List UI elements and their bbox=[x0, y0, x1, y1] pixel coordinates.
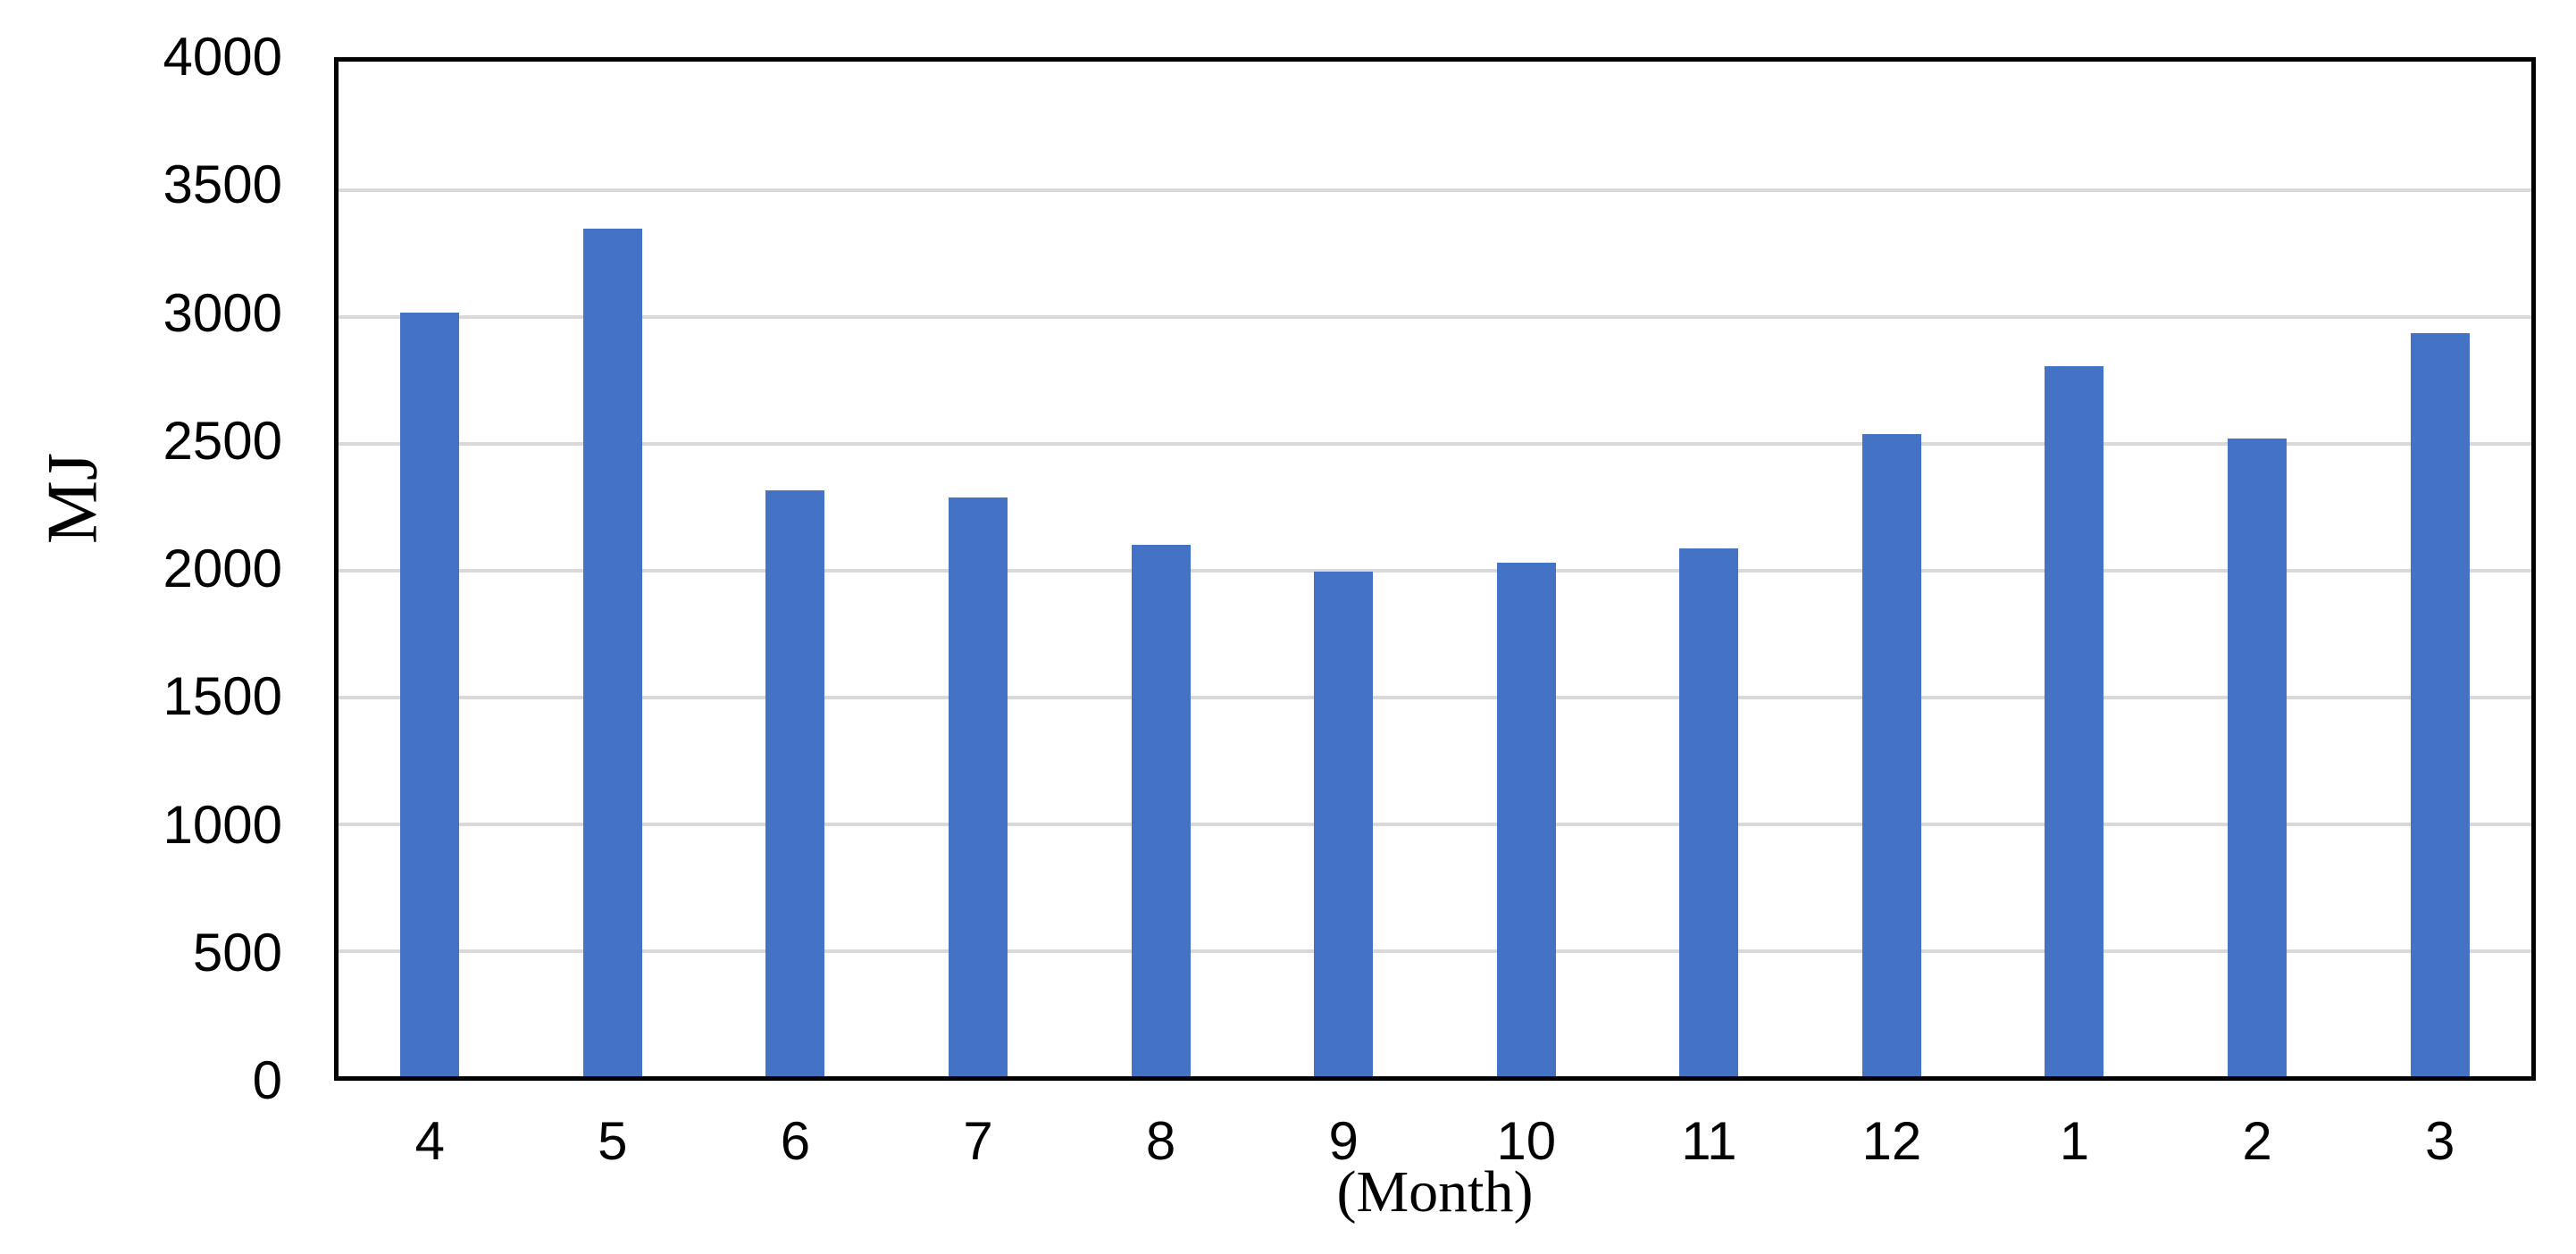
x-tick-label-8: 8 bbox=[1145, 1111, 1176, 1171]
bar-month-8 bbox=[1131, 545, 1191, 1076]
bar-slot-month-9 bbox=[1252, 62, 1435, 1076]
x-tick-label-11: 11 bbox=[1681, 1111, 1737, 1171]
y-tick-label-1000: 1000 bbox=[163, 794, 282, 855]
gridline-1000 bbox=[339, 823, 2531, 826]
bar-month-1 bbox=[2045, 365, 2104, 1076]
y-tick-label-4000: 4000 bbox=[163, 27, 282, 87]
bar-month-11 bbox=[1679, 548, 1739, 1076]
gridline-3000 bbox=[339, 315, 2531, 319]
bar-month-10 bbox=[1496, 562, 1556, 1076]
gridline-500 bbox=[339, 949, 2531, 953]
bar-slot-month-7 bbox=[887, 62, 1070, 1076]
bars-row bbox=[339, 62, 2531, 1076]
gridline-2000 bbox=[339, 569, 2531, 573]
x-tick-label-4: 4 bbox=[414, 1111, 445, 1171]
x-tick-label-5: 5 bbox=[598, 1111, 628, 1171]
y-tick-label-500: 500 bbox=[192, 922, 282, 982]
bar-slot-month-6 bbox=[704, 62, 887, 1076]
bar-month-9 bbox=[1314, 571, 1374, 1076]
bar-slot-month-1 bbox=[1983, 62, 2166, 1076]
bar-month-2 bbox=[2228, 438, 2287, 1076]
x-tick-label-1: 1 bbox=[2059, 1111, 2090, 1171]
bar-slot-month-12 bbox=[1801, 62, 1984, 1076]
y-tick-label-3500: 3500 bbox=[163, 155, 282, 215]
bar-slot-month-10 bbox=[1434, 62, 1618, 1076]
y-tick-label-3000: 3000 bbox=[163, 282, 282, 343]
x-tick-label-6: 6 bbox=[780, 1111, 811, 1171]
bar-slot-month-3 bbox=[2348, 62, 2531, 1076]
x-tick-label-2: 2 bbox=[2242, 1111, 2272, 1171]
bar-slot-month-5 bbox=[522, 62, 705, 1076]
bar-month-4 bbox=[400, 313, 460, 1076]
y-tick-label-2500: 2500 bbox=[163, 410, 282, 471]
bar-slot-month-8 bbox=[1069, 62, 1252, 1076]
y-tick-label-0: 0 bbox=[252, 1050, 282, 1110]
y-tick-label-2000: 2000 bbox=[163, 539, 282, 598]
gridline-2500 bbox=[339, 442, 2531, 446]
plot-area bbox=[334, 57, 2536, 1081]
x-tick-label-12: 12 bbox=[1861, 1111, 1922, 1171]
y-tick-label-1500: 1500 bbox=[163, 666, 282, 727]
bar-month-3 bbox=[2410, 332, 2470, 1076]
x-axis-title: (Month) bbox=[1336, 1159, 1534, 1225]
bar-month-7 bbox=[949, 497, 1008, 1076]
bar-slot-month-4 bbox=[339, 62, 522, 1076]
x-tick-label-9: 9 bbox=[1328, 1111, 1359, 1171]
bar-month-5 bbox=[582, 229, 642, 1076]
bar-slot-month-11 bbox=[1618, 62, 1801, 1076]
bar-month-12 bbox=[1861, 434, 1921, 1076]
gridline-3500 bbox=[339, 188, 2531, 192]
bar-month-6 bbox=[765, 489, 825, 1076]
x-tick-label-3: 3 bbox=[2424, 1111, 2455, 1171]
x-tick-label-10: 10 bbox=[1496, 1111, 1557, 1171]
x-axis-tick-labels: 4 5 6 7 8 9 10 11 12 1 2 3 bbox=[339, 1113, 2531, 1170]
bar-slot-month-2 bbox=[2166, 62, 2349, 1076]
x-tick-label-7: 7 bbox=[963, 1111, 993, 1171]
gridline-1500 bbox=[339, 696, 2531, 699]
